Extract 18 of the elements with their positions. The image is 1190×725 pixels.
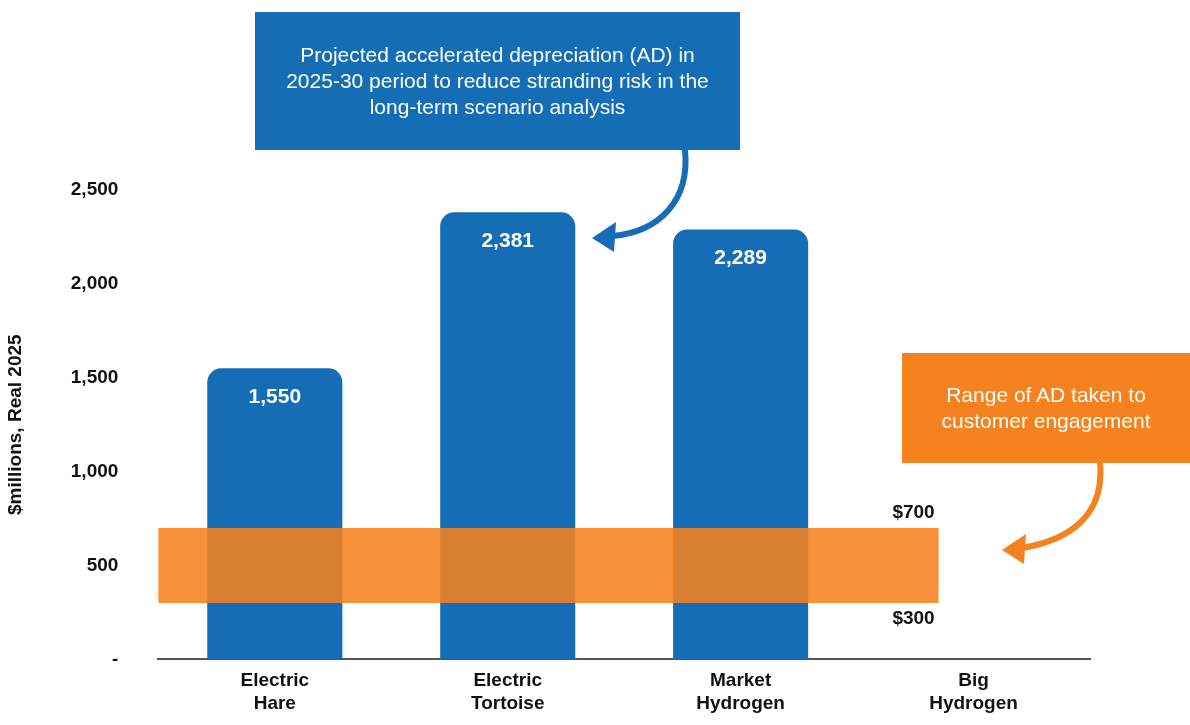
y-tick-label: 2,500 bbox=[70, 178, 119, 200]
y-tick-label: 2,000 bbox=[70, 272, 119, 294]
annotation: $700 bbox=[892, 500, 935, 522]
y-tick-label: 1,000 bbox=[70, 459, 119, 481]
data-label: 2,381 bbox=[481, 227, 535, 251]
callout-box: Range of AD taken to customer engagement bbox=[902, 353, 1190, 463]
y-axis-title: $millions, Real 2025 bbox=[3, 333, 25, 515]
data-label: 2,289 bbox=[714, 244, 767, 268]
y-tick-label: - bbox=[112, 647, 119, 669]
callout-box: Projected accelerated depreciation (AD) in 2025-30 period to reduce stranding risk in the long-term scenario analysis bbox=[255, 12, 740, 150]
x-tick-label: Electric Tortoise bbox=[470, 669, 545, 713]
y-tick-label: 1,500 bbox=[70, 365, 119, 387]
data-label: 1,550 bbox=[248, 383, 302, 407]
x-tick-label: Big Hydrogen bbox=[929, 669, 1018, 713]
x-tick-label: Electric Hare bbox=[240, 669, 310, 713]
annotation: $300 bbox=[892, 606, 935, 628]
y-tick-label: 500 bbox=[86, 553, 119, 575]
x-tick-label: Market Hydrogen bbox=[696, 669, 785, 713]
